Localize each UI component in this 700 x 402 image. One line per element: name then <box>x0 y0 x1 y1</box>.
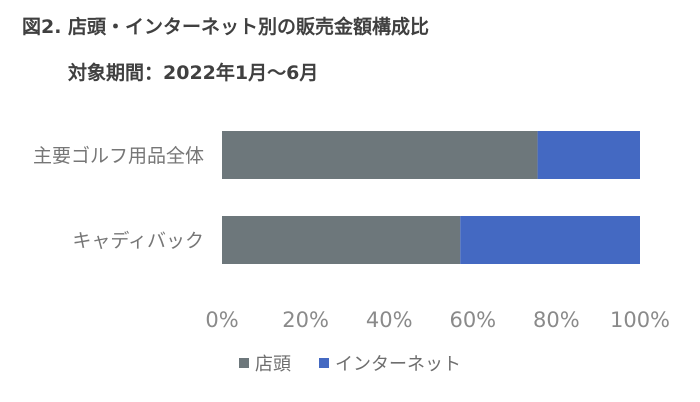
bar-2-series-1 <box>222 216 461 264</box>
bar-1-series-2 <box>537 131 640 179</box>
chart-title: 図2. 店頭・インターネット別の販売金額構成比 <box>22 16 430 38</box>
legend-item: 店頭 <box>239 350 291 376</box>
x-tick-label: 60% <box>449 308 496 332</box>
legend-swatch <box>239 358 249 368</box>
category-label: キャディバック <box>72 230 204 252</box>
x-tick-label: 80% <box>533 308 580 332</box>
legend-item: インターネット <box>319 350 461 376</box>
x-tick-label: 40% <box>366 308 413 332</box>
legend-swatch <box>319 358 329 368</box>
chart-legend: 店頭 インターネット <box>0 350 700 376</box>
x-tick-label: 100% <box>610 308 670 332</box>
category-label: 主要ゴルフ用品全体 <box>33 145 204 167</box>
chart-subtitle: 対象期間：2022年1月～6月 <box>68 62 319 84</box>
bar-1-series-1 <box>222 131 538 179</box>
x-tick-label: 0% <box>205 308 238 332</box>
x-tick-label: 20% <box>282 308 329 332</box>
legend-label: インターネット <box>335 354 461 375</box>
bar-2-series-2 <box>460 216 640 264</box>
legend-label: 店頭 <box>255 354 291 375</box>
